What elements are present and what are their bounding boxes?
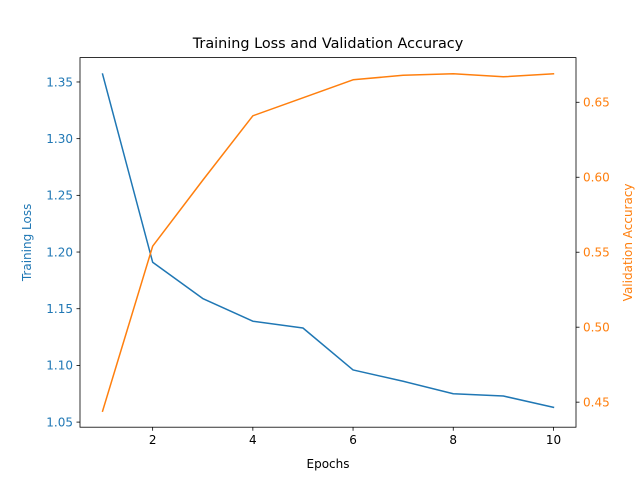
x-tick-label: 6: [349, 433, 357, 447]
right-y-tick-label: 0.60: [583, 171, 610, 185]
right-y-axis-label: Validation Accuracy: [621, 183, 635, 301]
left-y-tick-label: 1.25: [46, 189, 73, 203]
left-y-tick-label: 1.20: [46, 245, 73, 259]
left-y-tick-label: 1.10: [46, 359, 73, 373]
right-y-axis-ticks: 0.45 0.50 0.55 0.60 0.65: [576, 96, 610, 409]
x-tick-label: 2: [149, 433, 157, 447]
x-tick-label: 8: [449, 433, 457, 447]
right-y-tick-label: 0.50: [583, 320, 610, 334]
x-tick-label: 10: [546, 433, 561, 447]
left-y-tick-label: 1.15: [46, 302, 73, 316]
training-loss-line: [101, 73, 555, 409]
x-axis-ticks: 2 4 6 8 10: [149, 427, 561, 447]
left-y-tick-label: 1.30: [46, 132, 73, 146]
right-y-tick-label: 0.55: [583, 246, 610, 260]
chart-title: Training Loss and Validation Accuracy: [192, 36, 464, 52]
x-tick-label: 4: [249, 433, 257, 447]
x-axis-label: Epochs: [307, 457, 350, 471]
right-y-tick-label: 0.45: [583, 395, 610, 409]
left-y-tick-label: 1.35: [46, 75, 73, 89]
left-y-tick-label: 1.05: [46, 415, 73, 429]
left-y-axis-label: Training Loss: [20, 204, 34, 282]
right-y-tick-label: 0.65: [583, 96, 610, 110]
plot-area: [79, 57, 577, 428]
left-y-axis-ticks: 1.05 1.10 1.15 1.20 1.25 1.30 1.35: [46, 75, 80, 429]
validation-accuracy-line: [101, 72, 555, 413]
series-layer: [101, 72, 555, 413]
